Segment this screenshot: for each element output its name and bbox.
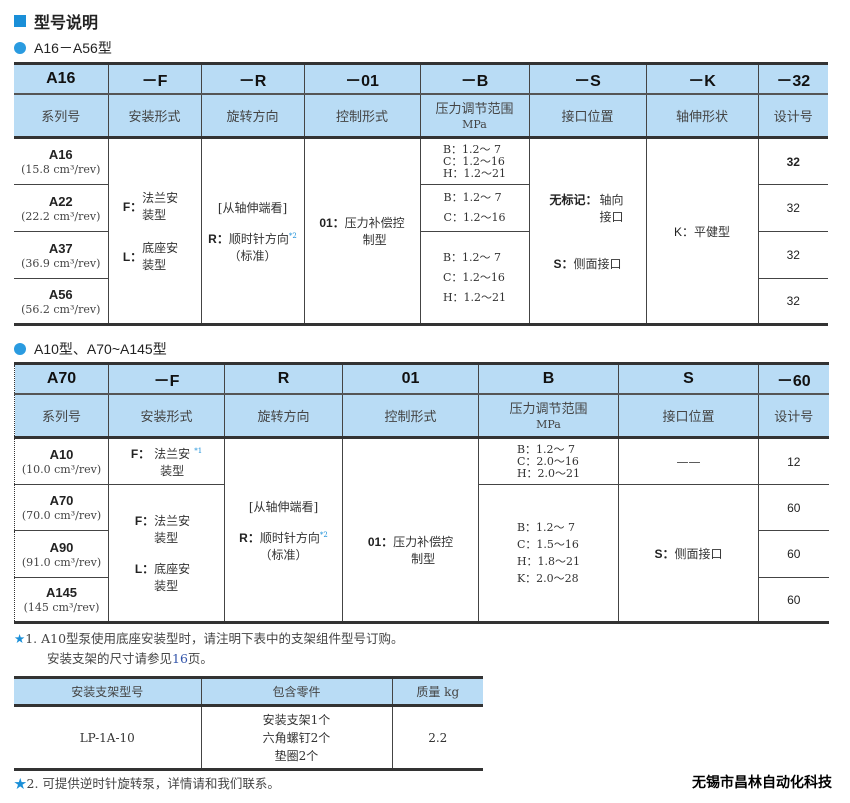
series-cell: A70 (70.0 cm³/rev) bbox=[14, 484, 109, 531]
label-cell: 轴伸形状 bbox=[645, 93, 759, 139]
label-cell: 设计号 bbox=[757, 93, 828, 139]
mass-cell: 2.2 bbox=[391, 705, 483, 771]
label-text: 压力调节范围 bbox=[435, 102, 514, 118]
title-text: 型号说明 bbox=[34, 13, 99, 32]
label-cell: 安装形式 bbox=[108, 393, 225, 439]
pressure-cell: B：1.2～ 7 C：1.2～16 H：1.2～21 bbox=[419, 231, 530, 326]
circle-bullet-icon bbox=[14, 343, 26, 355]
label-cell: 接口位置 bbox=[528, 93, 647, 139]
code-cell: 01 bbox=[342, 362, 479, 395]
code-cell: A16 bbox=[14, 62, 109, 95]
header-cell: 包含零件 bbox=[200, 676, 393, 707]
code-cell: －K bbox=[645, 62, 759, 95]
subtitle-1: A16－A56型 bbox=[14, 38, 112, 58]
label-cell: 压力调节范围 MPa bbox=[478, 393, 619, 439]
pressure-cell: B：1.2～ 7 C：1.2～16 bbox=[419, 184, 530, 232]
design-cell: 60 bbox=[758, 530, 829, 578]
label-cell: 旋转方向 bbox=[224, 393, 343, 439]
footnote-text: 2. 可提供逆时针旋转泵，详情请和我们联系。 bbox=[26, 776, 280, 791]
shaft-cell: K：平健型 bbox=[645, 137, 759, 326]
design-cell: 32 bbox=[757, 137, 828, 185]
pressure-cell: B：1.2～ 7 C：2.0～16 H：2.0～21 bbox=[478, 437, 619, 485]
mount-cell: F： 法兰安装型 L： 底座安装型 bbox=[107, 137, 202, 326]
label-cell: 旋转方向 bbox=[200, 93, 305, 139]
label-cell: 安装形式 bbox=[107, 93, 202, 139]
mount-cell: F： 法兰安装型*1 bbox=[108, 437, 225, 485]
port-cell: —— bbox=[618, 437, 759, 485]
series-cell: A56 (56.2 cm³/rev) bbox=[14, 278, 109, 326]
subtitle-2: A10型、A70~A145型 bbox=[14, 339, 167, 359]
label-cell: 接口位置 bbox=[618, 393, 759, 439]
header-cell: 安装支架型号 bbox=[14, 676, 202, 707]
design-cell: 32 bbox=[757, 231, 828, 279]
footnote-1: ★1. A10型泵使用底座安装型时，请注明下表中的支架组件型号订购。 bbox=[14, 628, 404, 647]
design-cell: 60 bbox=[758, 577, 829, 624]
rotation-cell: [从轴伸端看] R：顺时针方向*2 （标准） bbox=[224, 437, 343, 624]
pressure-cell: B：1.2～ 7 C：1.2～16 H：1.2～21 bbox=[419, 137, 530, 185]
label-cell: 系列号 bbox=[14, 393, 109, 439]
footnote-text: 1. A10型泵使用底座安装型时，请注明下表中的支架组件型号订购。 bbox=[25, 631, 404, 646]
label-cell: 控制形式 bbox=[303, 93, 421, 139]
code-cell: S bbox=[618, 362, 759, 395]
design-cell: 32 bbox=[757, 184, 828, 232]
design-cell: 60 bbox=[758, 484, 829, 531]
control-cell: 01：压力补偿控制型 bbox=[342, 437, 479, 624]
control-cell: 01：压力补偿控制型 bbox=[303, 137, 421, 326]
section-title: 型号说明 bbox=[14, 9, 98, 33]
company-name: 无锡市昌林自动化科技 bbox=[692, 775, 832, 791]
code-cell: －R bbox=[200, 62, 305, 95]
code-cell: －F bbox=[108, 362, 225, 395]
bracket-table: 安装支架型号 包含零件 质量 kg LP-1A-10 安装支架1个 六角螺钉2个 垫圈2… bbox=[14, 676, 483, 771]
page-link[interactable]: 16 bbox=[172, 651, 188, 666]
label-cell: 压力调节范围 MPa bbox=[419, 93, 530, 139]
star-icon: ★ bbox=[14, 776, 27, 791]
parts-cell: 安装支架1个 六角螺钉2个 垫圈2个 bbox=[200, 705, 393, 771]
series-cell: A10 (10.0 cm³/rev) bbox=[14, 437, 109, 485]
label-cell: 控制形式 bbox=[342, 393, 479, 439]
mount-cell: F： 法兰安装型 L： 底座安装型 bbox=[108, 484, 225, 624]
subtitle-text: A16－A56型 bbox=[34, 40, 112, 56]
model-table-a10-a145: A70 －F R 01 B S －60 系列号 安装形式 旋转方向 控制形式 压力调节范围 MPa … bbox=[14, 362, 829, 624]
label-cell: 设计号 bbox=[758, 393, 829, 439]
code-cell: －S bbox=[528, 62, 647, 95]
series-cell: A16 (15.8 cm³/rev) bbox=[14, 137, 109, 185]
design-cell: 32 bbox=[757, 278, 828, 326]
code-cell: －32 bbox=[757, 62, 828, 95]
code-cell: －F bbox=[107, 62, 202, 95]
code-cell: B bbox=[478, 362, 619, 395]
code-cell: R bbox=[224, 362, 343, 395]
star-icon: ★ bbox=[14, 631, 26, 646]
footnote-2: ★2. 可提供逆时针旋转泵，详情请和我们联系。 bbox=[14, 773, 280, 792]
footnote-1b: 安装支架的尺寸请参见16页。 bbox=[47, 651, 213, 666]
model-cell: LP-1A-10 bbox=[14, 705, 202, 771]
code-cell: －01 bbox=[303, 62, 421, 95]
series-cell: A22 (22.2 cm³/rev) bbox=[14, 184, 109, 232]
rotation-cell: [从轴伸端看] R：顺时针方向*2 （标准） bbox=[200, 137, 305, 326]
subtitle-text: A10型、A70~A145型 bbox=[34, 341, 167, 357]
design-cell: 12 bbox=[758, 437, 829, 485]
code-cell: －B bbox=[419, 62, 530, 95]
port-cell: 无标记： 轴向接口 S：侧面接口 bbox=[528, 137, 647, 326]
unit-text: MPa bbox=[536, 418, 561, 432]
series-cell: A37 (36.9 cm³/rev) bbox=[14, 231, 109, 279]
series-cell: A145 (145 cm³/rev) bbox=[14, 577, 109, 624]
series-cell: A90 (91.0 cm³/rev) bbox=[14, 530, 109, 578]
port-cell: S：侧面接口 bbox=[618, 484, 759, 624]
code-cell: A70 bbox=[14, 362, 109, 395]
square-bullet-icon bbox=[14, 15, 26, 27]
circle-bullet-icon bbox=[14, 42, 26, 54]
unit-text: MPa bbox=[462, 118, 487, 132]
label-text: 压力调节范围 bbox=[509, 402, 588, 418]
label-cell: 系列号 bbox=[14, 93, 109, 139]
model-table-a16-a56: A16 －F －R －01 －B －S －K －32 系列号 安装形式 旋转方向 控制形式 压力调节… bbox=[14, 62, 828, 326]
pressure-cell: B：1.2～ 7 C：1.5～16 H：1.8～21 K：2.0～28 bbox=[478, 484, 619, 624]
code-cell: －60 bbox=[758, 362, 829, 395]
header-cell: 质量 kg bbox=[391, 676, 483, 707]
